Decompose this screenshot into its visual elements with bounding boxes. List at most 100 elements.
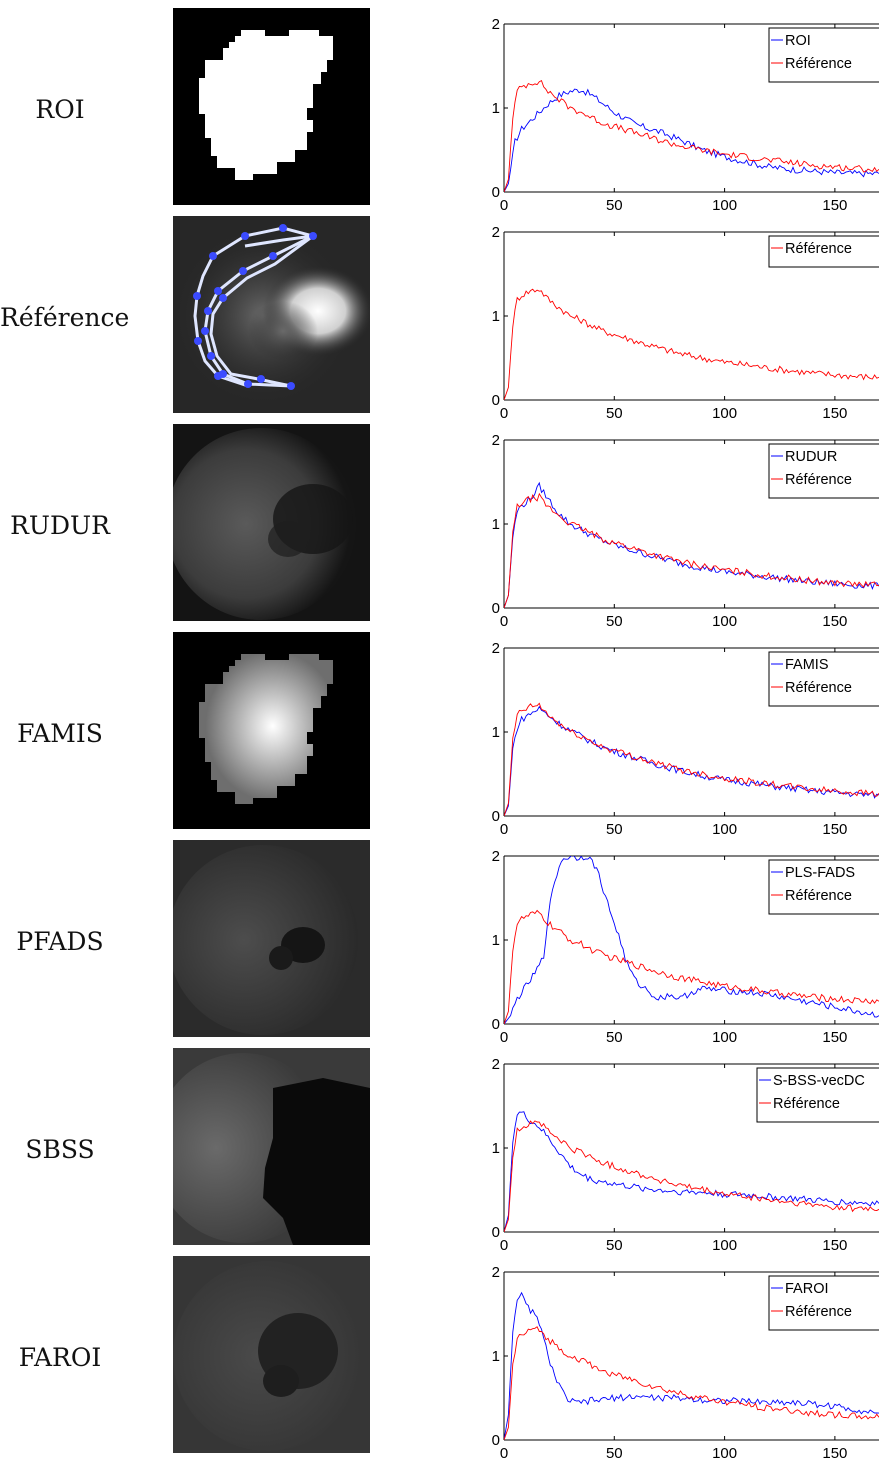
faroi-factor-image [173, 1256, 370, 1453]
x-tick-label: 100 [712, 613, 737, 630]
x-tick-label: 50 [606, 197, 623, 214]
series-line [504, 909, 879, 1024]
y-tick-label: 0 [492, 1224, 500, 1241]
legend-box [768, 443, 879, 499]
x-tick-label: 150 [822, 197, 847, 214]
series-line [504, 1111, 879, 1232]
series-line [504, 702, 879, 816]
y-tick-label: 2 [492, 432, 500, 449]
legend-label: RUDUR [785, 449, 837, 465]
chart-roi: 0 50 100 150 0 1 2 ROI Référence [470, 8, 879, 215]
row-label-reference: Référence [0, 303, 130, 332]
y-tick-label: 2 [492, 640, 500, 657]
famis-factor-image [173, 632, 370, 829]
legend-label: Référence [785, 56, 852, 72]
y-tick-label: 0 [492, 184, 500, 201]
y-tick-label: 1 [492, 308, 500, 325]
row-label-rudur: RUDUR [10, 511, 110, 540]
legend-box [768, 27, 879, 83]
legend-label: FAROI [785, 1281, 829, 1297]
legend-box [756, 1067, 879, 1123]
x-tick-label: 100 [712, 405, 737, 422]
legend-box [768, 651, 879, 707]
x-tick-label: 0 [500, 613, 508, 630]
y-tick-label: 1 [492, 100, 500, 117]
x-tick-label: 100 [712, 821, 737, 838]
series-line [504, 481, 879, 608]
row-label-famis: FAMIS [17, 719, 103, 748]
chart-reference: 0 50 100 150 0 1 2 Référence [470, 216, 879, 423]
x-tick-label: 150 [822, 1445, 847, 1462]
row-label-pfads: PFADS [16, 927, 104, 956]
legend-box [768, 235, 879, 268]
y-tick-label: 2 [492, 848, 500, 865]
sbss-factor-image [173, 1048, 370, 1245]
x-tick-label: 100 [712, 1029, 737, 1046]
legend-label: Référence [785, 680, 852, 696]
y-tick-label: 2 [492, 1056, 500, 1073]
y-tick-label: 0 [492, 1432, 500, 1449]
legend-label: Référence [773, 1096, 840, 1112]
x-tick-label: 150 [822, 1029, 847, 1046]
x-tick-label: 0 [500, 1237, 508, 1254]
x-tick-label: 100 [712, 197, 737, 214]
x-tick-label: 0 [500, 405, 508, 422]
y-tick-label: 1 [492, 516, 500, 533]
x-tick-label: 150 [822, 613, 847, 630]
x-tick-label: 0 [500, 1029, 508, 1046]
series-line [504, 1326, 879, 1440]
x-tick-label: 100 [712, 1237, 737, 1254]
series-line [504, 288, 879, 400]
chart-rudur: 0 50 100 150 0 1 2 RUDUR Référence [470, 424, 879, 631]
chart-pfads: 0 50 100 150 0 1 2 PLS-FADS Référence [470, 840, 879, 1047]
legend-label: ROI [785, 33, 811, 49]
legend-box [768, 859, 879, 915]
y-tick-label: 1 [492, 1348, 500, 1365]
y-tick-label: 0 [492, 1016, 500, 1033]
y-tick-label: 2 [492, 16, 500, 33]
x-tick-label: 150 [822, 1237, 847, 1254]
y-tick-label: 1 [492, 932, 500, 949]
x-tick-label: 0 [500, 197, 508, 214]
y-tick-label: 2 [492, 1264, 500, 1281]
chart-famis: 0 50 100 150 0 1 2 FAMIS Référence [470, 632, 879, 839]
roi-mask-image [173, 8, 370, 205]
row-label-sbss: SBSS [25, 1135, 95, 1164]
x-tick-label: 50 [606, 1029, 623, 1046]
chart-faroi: 0 50 100 150 0 1 2 FAROI Référence [470, 1256, 879, 1463]
y-tick-label: 0 [492, 600, 500, 617]
legend-label: S-BSS-vecDC [773, 1073, 865, 1089]
rudur-factor-image [173, 424, 370, 621]
row-label-roi: ROI [35, 95, 85, 124]
x-tick-label: 50 [606, 821, 623, 838]
x-tick-label: 50 [606, 613, 623, 630]
series-line [504, 88, 879, 192]
series-line [504, 705, 879, 816]
row-label-faroi: FAROI [18, 1343, 102, 1372]
legend-label: Référence [785, 1304, 852, 1320]
x-tick-label: 150 [822, 405, 847, 422]
pfads-factor-image [173, 840, 370, 1037]
series-line [504, 1120, 879, 1232]
x-tick-label: 150 [822, 821, 847, 838]
series-line [504, 492, 879, 608]
x-tick-label: 50 [606, 1445, 623, 1462]
legend-label: FAMIS [785, 657, 829, 673]
y-tick-label: 2 [492, 224, 500, 241]
series-line [504, 79, 879, 192]
x-tick-label: 50 [606, 405, 623, 422]
chart-sbss: 0 50 100 150 0 1 2 S-BSS-vecDC Référence [470, 1048, 879, 1255]
legend-label: Référence [785, 888, 852, 904]
legend-label: Référence [785, 241, 852, 257]
x-tick-label: 50 [606, 1237, 623, 1254]
y-tick-label: 1 [492, 1140, 500, 1157]
legend-label: PLS-FADS [785, 865, 855, 881]
reference-contour-image [173, 216, 370, 413]
x-tick-label: 100 [712, 1445, 737, 1462]
legend-label: Référence [785, 472, 852, 488]
x-tick-label: 0 [500, 821, 508, 838]
y-tick-label: 0 [492, 808, 500, 825]
legend-box [768, 1275, 879, 1331]
y-tick-label: 1 [492, 724, 500, 741]
x-tick-label: 0 [500, 1445, 508, 1462]
